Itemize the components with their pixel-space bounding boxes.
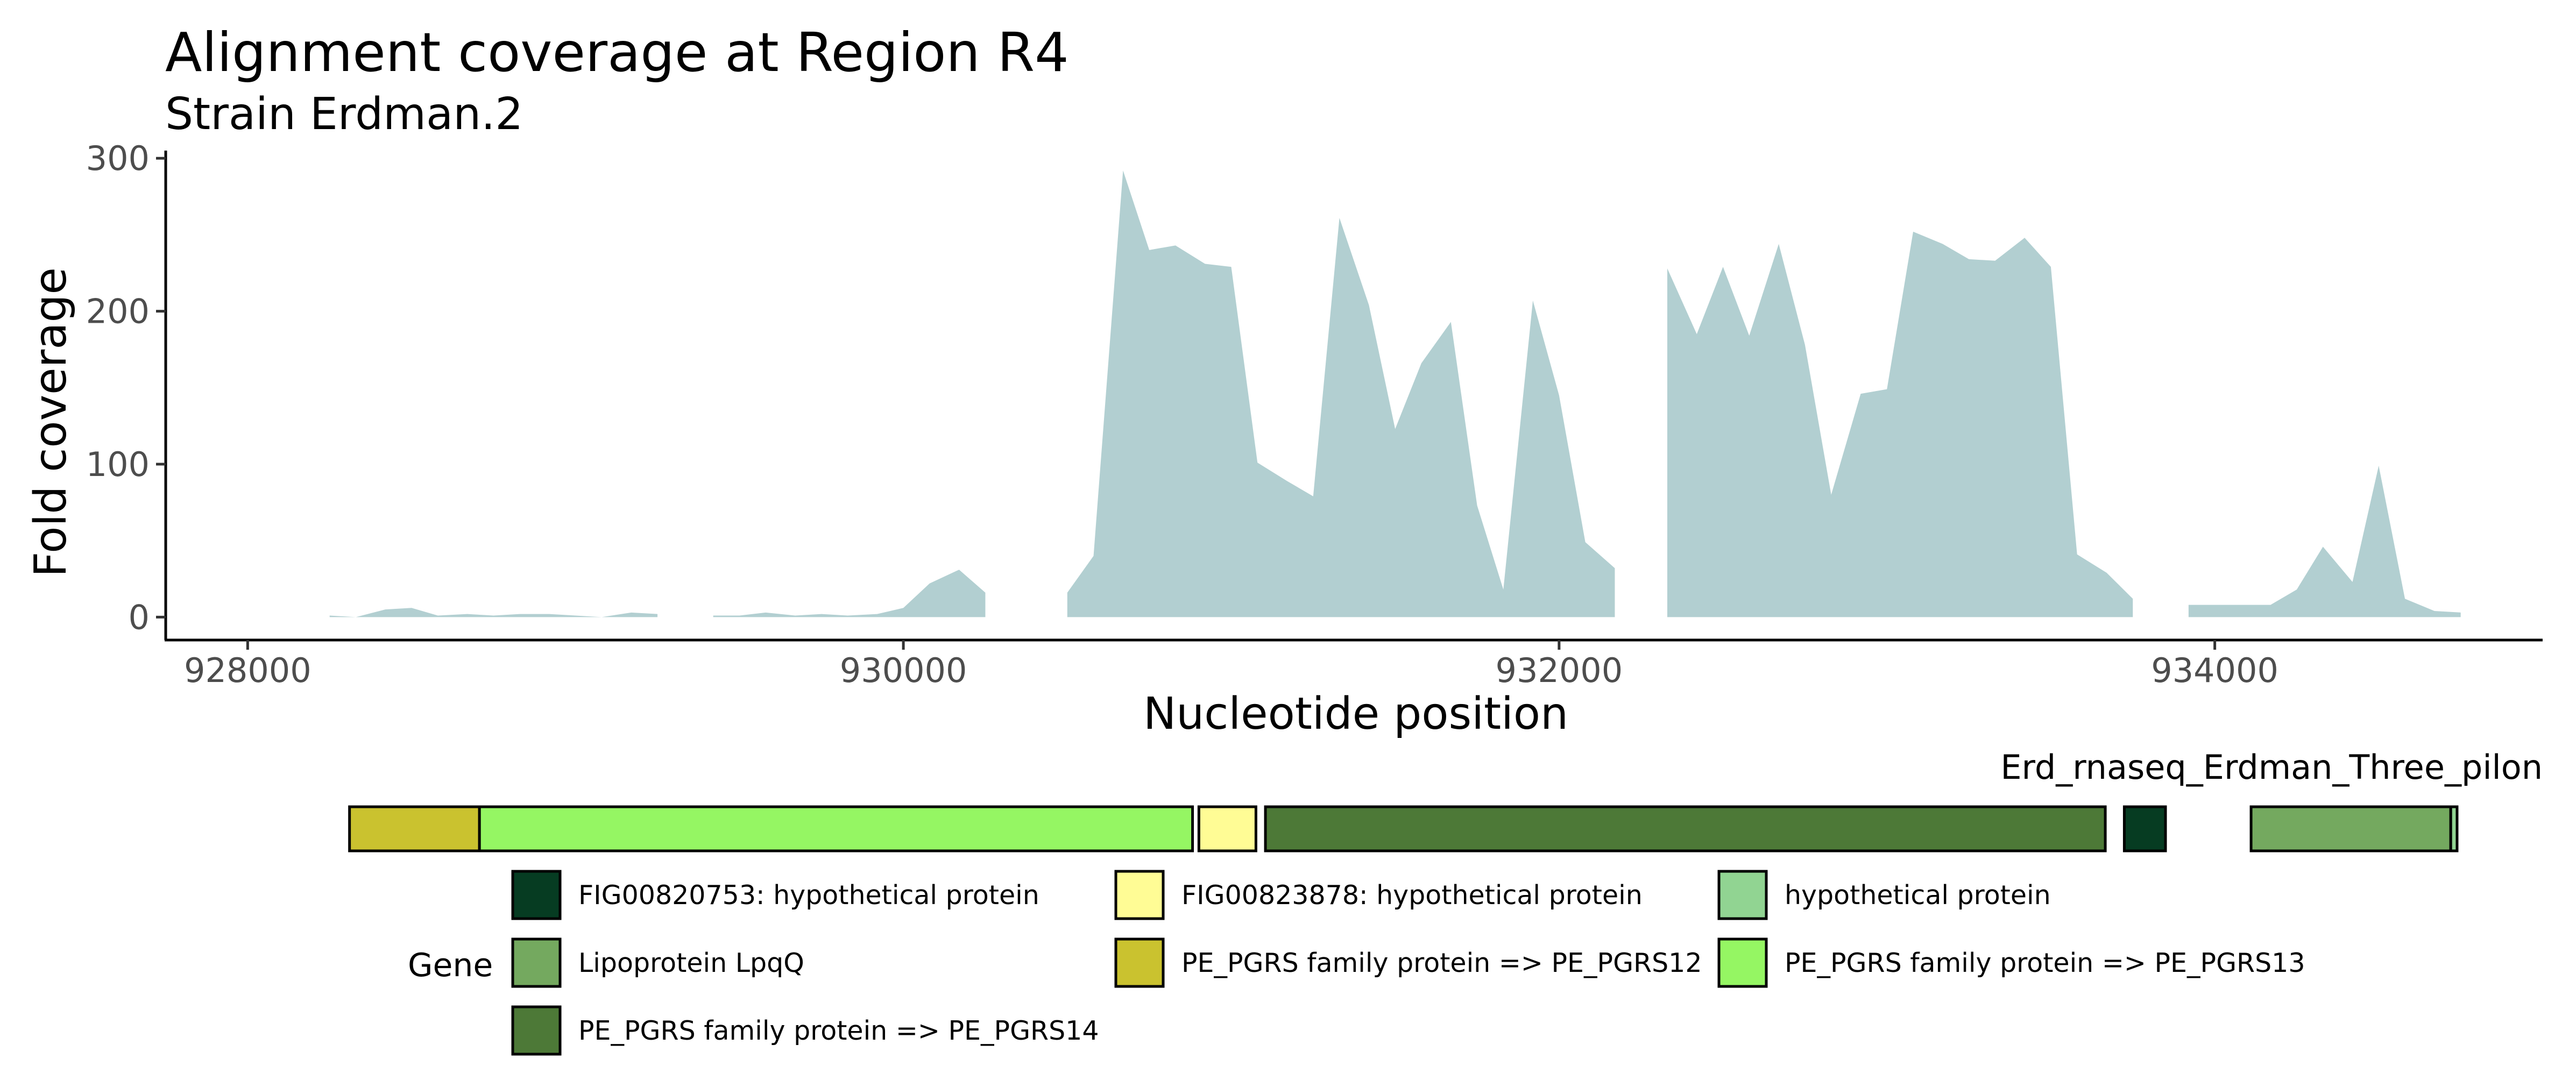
gene-block xyxy=(2449,805,2459,852)
chart-title: Alignment coverage at Region R4 xyxy=(165,21,1069,84)
gene-block xyxy=(478,805,1194,852)
x-axis-title: Nucleotide position xyxy=(1143,688,1568,740)
plot-area: 0 100 200 300 928000 930000 932000 934000 xyxy=(86,139,2543,690)
gene-track-label: Erd_rnaseq_Erdman_Three_pilon xyxy=(2000,748,2543,787)
y-tick-label: 100 xyxy=(86,445,150,484)
x-tick-label: 930000 xyxy=(840,651,967,690)
gene-block xyxy=(1197,805,1257,852)
legend-item-label: FIG00820753: hypothetical protein xyxy=(578,880,1039,911)
coverage-area-segment-4 xyxy=(1667,231,2133,617)
legend-item-label: FIG00823878: hypothetical protein xyxy=(1181,880,1643,911)
coverage-area-segment-5 xyxy=(2188,465,2461,617)
gene-block xyxy=(2122,805,2167,852)
legend-swatch xyxy=(1114,870,1165,920)
coverage-area-segment-1 xyxy=(329,608,658,617)
y-tick-label: 200 xyxy=(86,292,150,331)
legend-title: Gene xyxy=(408,947,493,984)
legend-swatch xyxy=(1717,870,1768,920)
x-tick-label: 928000 xyxy=(184,651,312,690)
legend-item-label: PE_PGRS family protein => PE_PGRS14 xyxy=(578,1015,1099,1046)
legend-swatch xyxy=(511,870,562,920)
legend-swatch xyxy=(1717,937,1768,988)
x-tick-label: 934000 xyxy=(2151,651,2278,690)
coverage-area-segment-2 xyxy=(713,570,986,617)
legend-swatch xyxy=(1114,937,1165,988)
y-axis-title: Fold coverage xyxy=(25,267,76,577)
legend-item-label: PE_PGRS family protein => PE_PGRS12 xyxy=(1181,948,1702,978)
gene-block xyxy=(2249,805,2452,852)
x-tick-label: 932000 xyxy=(1496,651,1623,690)
coverage-area-segment-3 xyxy=(1067,170,1615,617)
legend: FIG00820753: hypothetical protein FIG0082… xyxy=(511,870,2305,1056)
y-tick-label: 0 xyxy=(129,598,150,637)
legend-swatch xyxy=(511,1005,562,1056)
gene-block xyxy=(348,805,481,852)
legend-swatch xyxy=(511,937,562,988)
gene-block xyxy=(1264,805,2107,852)
legend-item-label: hypothetical protein xyxy=(1785,880,2051,911)
gene-track xyxy=(348,805,2459,852)
chart-subtitle: Strain Erdman.2 xyxy=(165,89,523,140)
y-tick-label: 300 xyxy=(86,139,150,178)
legend-item-label: Lipoprotein LpqQ xyxy=(578,948,804,978)
legend-item-label: PE_PGRS family protein => PE_PGRS13 xyxy=(1785,948,2305,978)
